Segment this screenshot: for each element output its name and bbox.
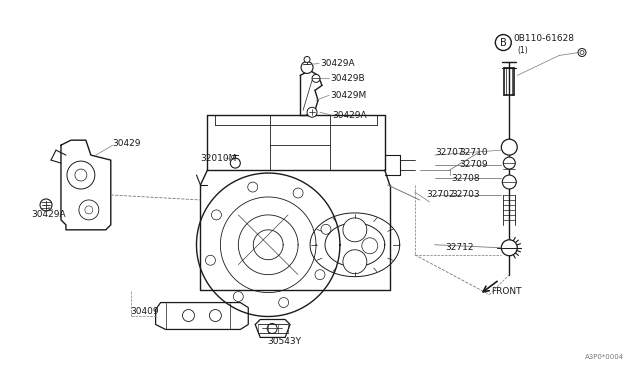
Circle shape (312, 74, 320, 82)
Text: 30429A: 30429A (31, 211, 66, 219)
Circle shape (230, 158, 240, 168)
Text: (1): (1) (517, 46, 528, 55)
Text: 32712: 32712 (445, 243, 474, 252)
Circle shape (278, 298, 289, 308)
Circle shape (40, 199, 52, 211)
Text: 32710: 32710 (460, 148, 488, 157)
Circle shape (211, 210, 221, 220)
Text: 30429B: 30429B (330, 74, 365, 83)
Text: 32707: 32707 (436, 148, 464, 157)
Circle shape (267, 324, 277, 333)
Circle shape (362, 238, 378, 254)
Circle shape (578, 48, 586, 57)
Circle shape (321, 224, 331, 234)
Circle shape (293, 188, 303, 198)
Text: B: B (500, 38, 507, 48)
Text: 32010M: 32010M (200, 154, 237, 163)
Circle shape (343, 250, 367, 274)
Circle shape (502, 175, 516, 189)
Circle shape (248, 182, 258, 192)
Circle shape (67, 161, 95, 189)
Text: 30409: 30409 (131, 307, 159, 316)
Text: 32702: 32702 (427, 190, 455, 199)
Text: 30429: 30429 (113, 139, 141, 148)
Text: 32709: 32709 (460, 160, 488, 169)
Circle shape (85, 206, 93, 214)
Circle shape (580, 51, 584, 54)
Circle shape (343, 218, 367, 242)
Text: 32703: 32703 (451, 190, 480, 199)
Circle shape (501, 139, 517, 155)
Text: 30429M: 30429M (330, 91, 366, 100)
Circle shape (209, 310, 221, 321)
Text: A3P0*0004: A3P0*0004 (585, 355, 624, 360)
Circle shape (503, 157, 515, 169)
Circle shape (75, 169, 87, 181)
Text: 30429A: 30429A (320, 59, 355, 68)
Circle shape (234, 292, 243, 302)
Text: 0B110-61628: 0B110-61628 (513, 34, 574, 43)
Text: 30429A: 30429A (332, 111, 367, 120)
Circle shape (315, 270, 325, 280)
Circle shape (501, 240, 517, 256)
Text: 30543Y: 30543Y (267, 337, 301, 346)
Text: 32708: 32708 (451, 173, 480, 183)
Circle shape (304, 57, 310, 62)
Circle shape (495, 35, 511, 51)
Text: FRONT: FRONT (492, 287, 522, 296)
Circle shape (307, 107, 317, 117)
Circle shape (79, 200, 99, 220)
Circle shape (301, 61, 313, 73)
Circle shape (182, 310, 195, 321)
Circle shape (205, 255, 216, 265)
